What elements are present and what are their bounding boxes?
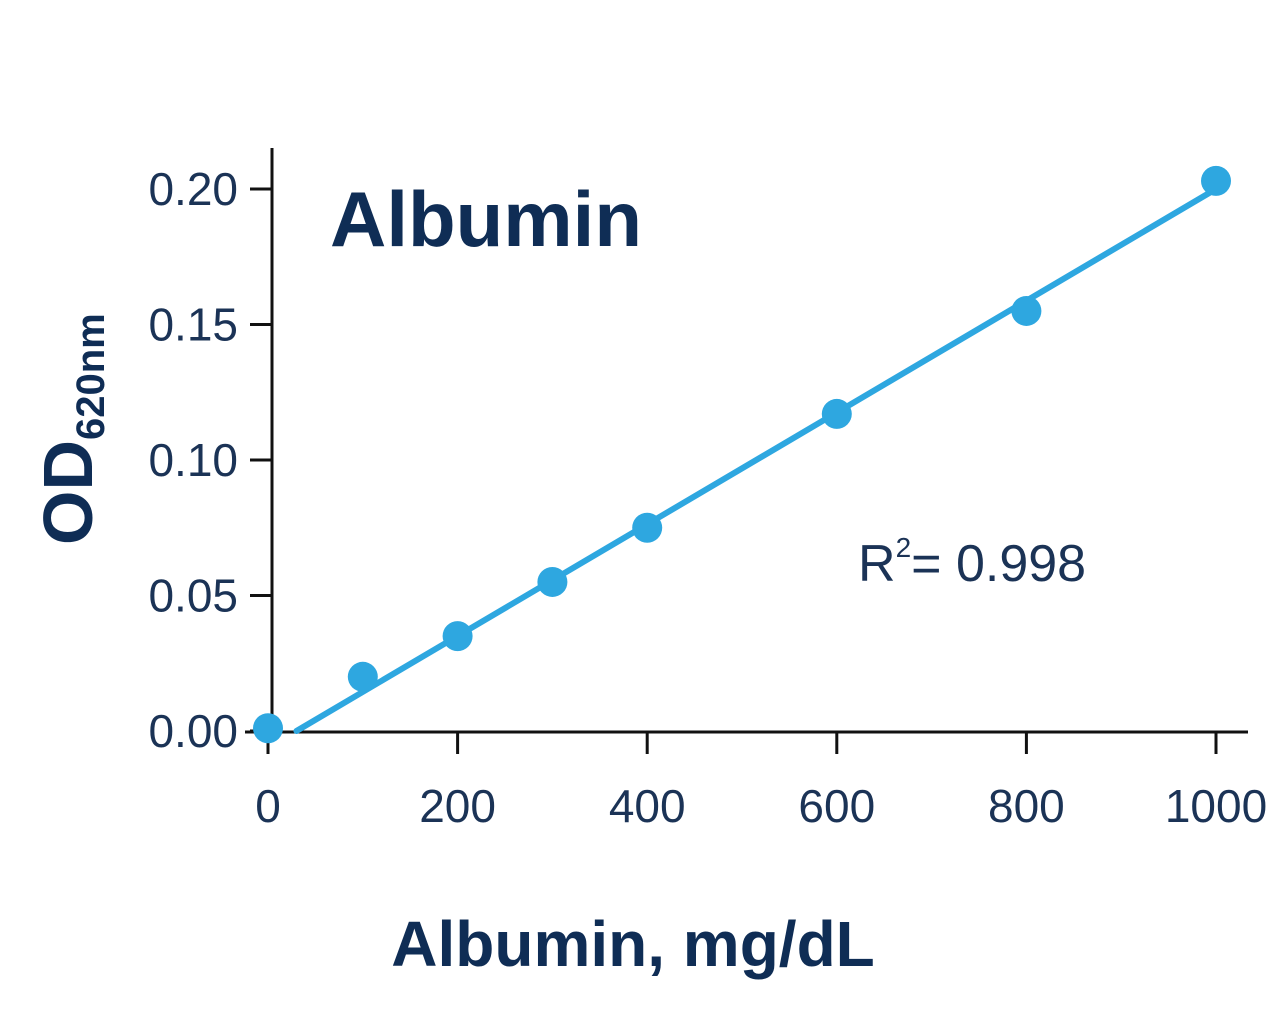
- y-axis-title-subscript: 620nm: [69, 313, 113, 440]
- data-point: [253, 713, 283, 744]
- data-point: [1011, 295, 1042, 326]
- y-tick-label: 0.00: [148, 705, 238, 757]
- x-tick-label: 600: [798, 780, 875, 832]
- y-axis-title-main: OD: [29, 440, 107, 545]
- y-tick-label: 0.15: [148, 299, 238, 351]
- y-tick-label: 0.20: [148, 163, 238, 215]
- data-point: [821, 398, 852, 429]
- x-tick-label: 200: [419, 780, 496, 832]
- annotation-sup: 2: [896, 532, 912, 563]
- y-tick-label: 0.10: [148, 434, 238, 486]
- y-axis-title: OD620nm: [29, 313, 113, 545]
- x-axis-title: Albumin, mg/dL: [391, 908, 875, 980]
- chart-title: Albumin: [330, 175, 642, 263]
- x-tick-label: 1000: [1165, 780, 1267, 832]
- annotation-main: R: [858, 535, 896, 593]
- x-tick-label: 800: [988, 780, 1065, 832]
- data-point: [537, 566, 568, 597]
- y-ticks: 0.00 0.05 0.10 0.15 0.20: [148, 163, 272, 757]
- annotation-rest: = 0.998: [911, 535, 1086, 593]
- data-point: [632, 512, 663, 543]
- data-point: [347, 661, 378, 692]
- x-tick-label: 0: [255, 780, 281, 832]
- x-tick-label: 400: [609, 780, 686, 832]
- y-tick-label: 0.05: [148, 570, 238, 622]
- data-point: [1201, 165, 1231, 196]
- data-points: [253, 165, 1231, 744]
- r-squared-annotation: R2= 0.998: [858, 532, 1086, 593]
- x-ticks: 0 200 400 600 800 1000: [255, 732, 1267, 832]
- fit-line: [293, 186, 1219, 734]
- data-point: [442, 621, 473, 652]
